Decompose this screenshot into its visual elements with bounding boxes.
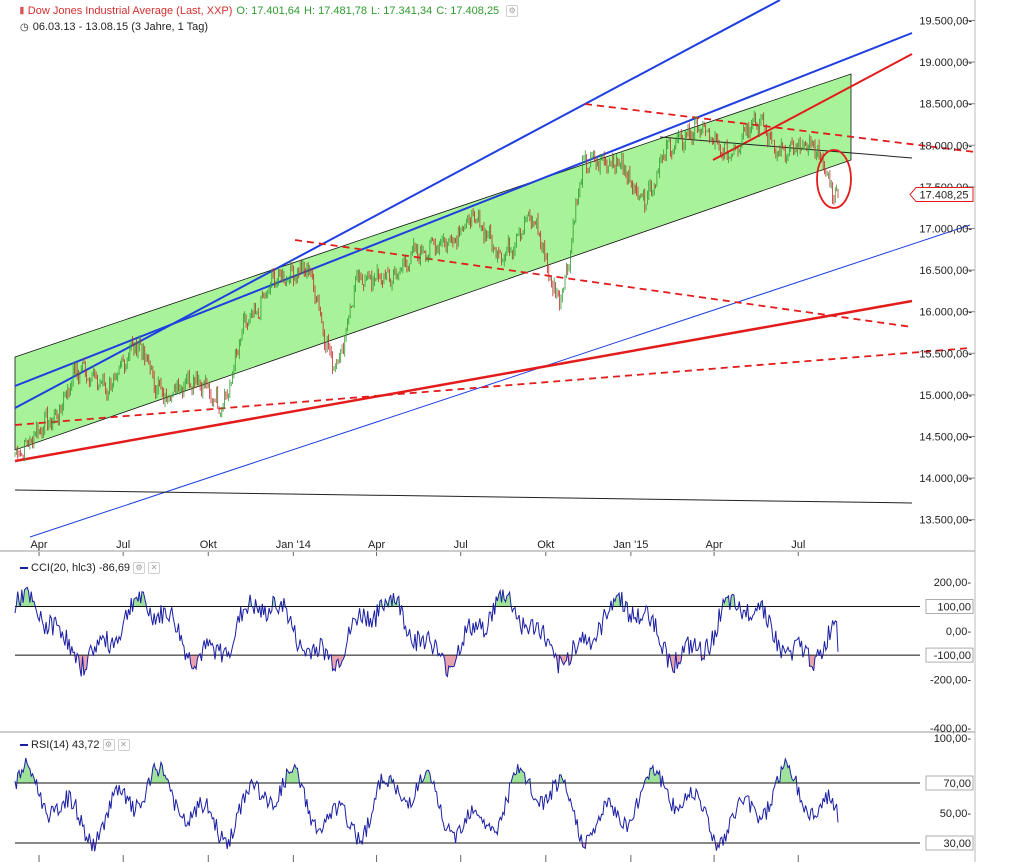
axes: 19.500,00- 19.000,00- 18.500,00- 18.000,00-… (0, 0, 976, 862)
indicator-line (14, 757, 839, 852)
y-tick-label: 16.000,00- (919, 307, 972, 319)
red-trendline (14, 299, 913, 463)
y-tick-label: 19.000,00- (919, 57, 972, 69)
x-tick-label: Jul (116, 539, 130, 551)
cci-close-icon[interactable]: ✕ (148, 562, 161, 575)
chart-header: ⫴ Dow Jones Industrial Average (Last, XXP… (20, 5, 522, 18)
cci-tick-label: 200,00- (934, 577, 972, 589)
rsi-header: RSI(14) 43,72 ⚙ ✕ (20, 739, 130, 752)
settings-icon[interactable]: ⚙ (506, 5, 519, 18)
cci-tick-label: 100,00 (937, 601, 971, 613)
cci-settings-icon[interactable]: ⚙ (133, 562, 146, 575)
y-tick-label: 15.500,00- (919, 348, 972, 360)
x-tick-label: Okt (200, 539, 217, 551)
rsi-value: 43,72 (71, 739, 100, 751)
cci-tick-label: -100,00 (934, 650, 971, 662)
x-tick-label: Apr (368, 539, 385, 551)
price-panel (14, 0, 976, 538)
rsi-legend-swatch (20, 744, 28, 747)
low-value: L: 17.341,34 (371, 5, 433, 17)
blue-trendline-thin (29, 224, 971, 538)
candles-icon: ⫴ (20, 6, 24, 16)
date-range-text: 06.03.13 - 13.08.15 (3 Jahre, 1 Tag) (32, 21, 209, 33)
y-tick-label: 18.500,00- (919, 99, 972, 111)
rsi-tick-label: 70,00 (943, 778, 971, 790)
x-tick-label: Jan '14 (276, 539, 311, 551)
last-value-label: 17.408,25 (920, 190, 969, 202)
rsi-settings-icon[interactable]: ⚙ (102, 739, 115, 752)
y-tick-label: 19.500,00- (919, 15, 972, 27)
rsi-tick-label: 100,00- (934, 733, 972, 745)
y-tick-label: 14.000,00- (919, 473, 972, 485)
high-value: H: 17.481,78 (304, 5, 368, 17)
black-baseline (14, 489, 913, 504)
y-tick-label: 17.000,00- (919, 223, 972, 235)
rsi-tick-label: 50,00- (940, 808, 972, 820)
overbought-fill (15, 758, 838, 783)
red-dashed-upper (584, 103, 976, 153)
oversold-fill (15, 655, 838, 677)
open-value: O: 17.401,64 (236, 5, 301, 17)
y-tick-label: 16.500,00- (919, 265, 972, 277)
trend-channel (14, 73, 852, 451)
x-tick-label: Jul (454, 539, 468, 551)
red-dashed-lower (14, 347, 971, 426)
cci-tick-label: 0,00- (946, 626, 971, 638)
y-tick-label: 15.000,00- (919, 390, 972, 402)
highlight-circle (816, 149, 852, 209)
rsi-level-box (925, 835, 974, 851)
y-tick-label: 13.500,00- (919, 515, 972, 527)
blue-trendline-steep (14, 0, 781, 409)
x-tick-label: Jul (791, 539, 805, 551)
x-tick-label: Jan '15 (613, 539, 648, 551)
rsi-close-icon[interactable]: ✕ (117, 739, 130, 752)
y-tick-label: 18.000,00- (919, 140, 972, 152)
x-tick-label: Apr (706, 539, 723, 551)
rsi-label: RSI(14) (31, 739, 69, 751)
blue-trendline (14, 32, 913, 387)
cci-level-box (925, 599, 974, 614)
cci-header: CCI(20, hlc3) -86,69 ⚙ ✕ (20, 562, 161, 575)
x-tick-label: Apr (30, 539, 47, 551)
clock-icon: ◷ (20, 22, 29, 33)
cci-legend-swatch (20, 567, 28, 570)
red-trendline-short (712, 53, 913, 161)
cci-tick-label: -400,00- (930, 723, 971, 735)
y-tick-label: 14.500,00- (919, 431, 972, 443)
close-value: C: 17.408,25 (436, 5, 500, 17)
cci-label: CCI(20, hlc3) (31, 562, 96, 574)
rsi-panel (14, 757, 920, 852)
cci-level-box (925, 647, 974, 663)
last-value-tag (909, 187, 974, 203)
black-trendline (659, 136, 913, 159)
cci-tick-label: -200,00- (930, 674, 971, 686)
date-range: ◷ 06.03.13 - 13.08.15 (3 Jahre, 1 Tag) (20, 21, 212, 33)
chart-title: Dow Jones Industrial Average (Last, XXP) (27, 5, 233, 17)
rsi-level-box (925, 775, 974, 791)
candles (14, 110, 839, 462)
cci-panel (14, 586, 920, 678)
rsi-tick-label: 30,00 (943, 838, 971, 850)
red-dashed-middle (294, 239, 913, 328)
oversold-fill (15, 843, 838, 852)
cci-value: -86,69 (98, 562, 131, 574)
indicator-line (14, 586, 839, 678)
x-tick-label: Okt (537, 539, 554, 551)
